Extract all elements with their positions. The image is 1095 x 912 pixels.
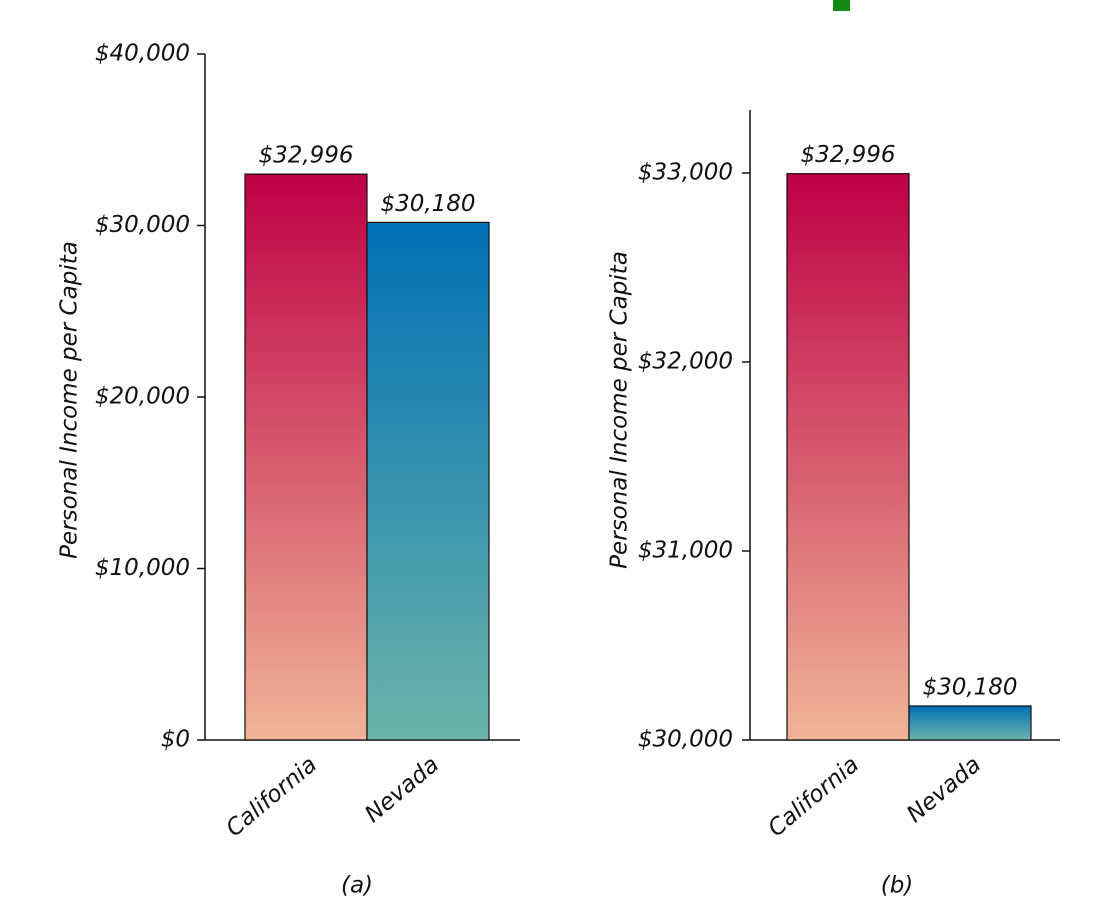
y-tick-label: $20,000: [95, 384, 190, 410]
y-tick-label: $40,000: [95, 41, 190, 67]
y-tick-label: $0: [161, 727, 190, 753]
x-tick-label: Nevada: [902, 752, 986, 828]
value-label: $32,996: [800, 142, 895, 168]
y-tick-label: $33,000: [638, 159, 733, 185]
x-tick-label: California: [221, 752, 322, 842]
y-tick-label: $10,000: [95, 555, 190, 581]
bar: [244, 173, 368, 741]
y-tick-label: $30,000: [95, 212, 190, 238]
bar: [908, 705, 1032, 741]
decoration: [833, 0, 850, 11]
value-label: $30,180: [380, 191, 475, 217]
value-label: $32,996: [258, 143, 353, 169]
y-tick-label: $31,000: [638, 537, 733, 563]
y-axis-label: Personal Income per Capita: [57, 241, 83, 559]
value-label: $30,180: [922, 674, 1017, 700]
caption: (a): [341, 873, 373, 899]
y-axis-label: Personal Income per Capita: [607, 251, 633, 569]
caption: (b): [881, 873, 914, 899]
y-tick-label: $32,000: [638, 348, 733, 374]
bar: [366, 221, 490, 741]
y-tick-label: $30,000: [638, 727, 733, 753]
x-tick-label: Nevada: [360, 752, 444, 828]
x-tick-label: California: [763, 752, 864, 842]
bar: [786, 173, 910, 741]
